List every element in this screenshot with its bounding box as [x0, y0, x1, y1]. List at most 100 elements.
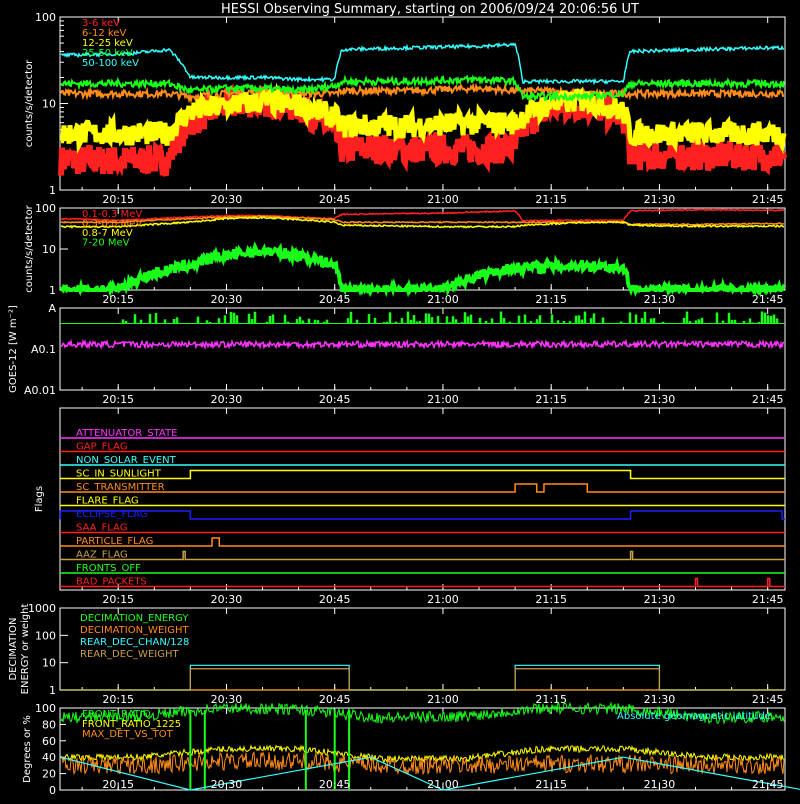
decimation-panel-xtick-label: 21:00	[427, 693, 459, 706]
hi-rates-panel-xtick-label: 20:45	[319, 293, 351, 306]
ratios-ytick-label: 60	[42, 735, 56, 748]
hi-rates-series-line	[59, 241, 786, 298]
ratios-ytick-label: 20	[42, 768, 56, 781]
flags-panel-xtick-label: 21:00	[427, 593, 459, 606]
ratios-xtick-label: 20:15	[102, 778, 134, 791]
flag-label: NON_SOLAR_EVENT	[76, 455, 177, 466]
flag-label: ATTENUATOR_STATE	[76, 428, 177, 439]
decimation-panel-xtick-label: 20:45	[319, 693, 351, 706]
flag-label: AAZ_FLAG	[76, 550, 128, 561]
flag-label: FRONTS_OFF	[76, 563, 141, 574]
decimation-ytick-label: 100	[35, 629, 56, 642]
flags-panel-xtick-label: 20:15	[102, 593, 134, 606]
goes-panel-xtick-label: 20:45	[319, 393, 351, 406]
decimation-panel-xtick-label: 21:15	[535, 693, 567, 706]
hi-rates-panel-xtick-label: 20:15	[102, 293, 134, 306]
geomag-latitude-label: Absolute geomagnetic latitude	[617, 711, 771, 722]
goes-panel-frame	[59, 307, 786, 391]
rates-legend-entry: 12-25 keV	[82, 38, 133, 49]
flag-label: PARTICLE_FLAG	[76, 536, 153, 547]
rates-series-line	[60, 82, 785, 104]
flag-line	[59, 510, 785, 520]
rates-panel-xtick-label: 20:45	[319, 193, 351, 206]
ratios-series-line	[60, 700, 785, 725]
rates-panel-xtick-label: 21:30	[644, 193, 676, 206]
rates-panel-xtick-label: 20:30	[211, 193, 243, 206]
ratios-legend-entry: FRONT_RATIO_1225	[82, 719, 181, 730]
hi-rates-legend-entry: 0.3-0.8 MeV	[82, 219, 142, 230]
decimation-ylabel: DECIMATION	[8, 617, 19, 680]
flag-label: ECLIPSE_FLAG	[76, 509, 147, 520]
rates-ytick-label: 100	[35, 11, 56, 24]
decimation-legend-entry: REAR_DEC_WEIGHT	[80, 649, 179, 660]
flag-line	[60, 550, 785, 561]
flags-ylabel: Flags	[34, 486, 45, 512]
flags-panel-xtick-label: 20:45	[319, 593, 351, 606]
decimation-legend-entry: DECIMATION_WEIGHT	[80, 625, 189, 636]
goes-panel-xtick-label: 21:30	[644, 393, 676, 406]
rates-ytick-label: 1	[49, 184, 56, 197]
rates-legend-entry: 3-6 keV	[82, 18, 120, 29]
rates-series-line	[60, 74, 785, 103]
rates-panel-xtick-label: 21:45	[752, 193, 784, 206]
flags-panel-xtick-label: 21:45	[752, 593, 784, 606]
hi-rates-legend-entry: 0.1-0.3 MeV	[82, 209, 142, 220]
goes-panel-xtick-label: 21:45	[752, 393, 784, 406]
hi-rates-series-line	[60, 208, 785, 222]
ratios-ytick-label: 40	[42, 751, 56, 764]
ratios-xtick-label: 21:15	[535, 778, 567, 791]
ratios-ytick-label: 80	[42, 718, 56, 731]
flags-panel-xtick-label: 20:30	[211, 593, 243, 606]
ratios-xtick-label: 21:45	[752, 778, 784, 791]
ratios-ytick-label: 0	[49, 784, 56, 797]
hi-rates-panel-xtick-label: 21:30	[644, 293, 676, 306]
rates-legend-entry: 6-12 keV	[82, 28, 126, 39]
goes-low-channel-line	[60, 338, 785, 351]
rates-legend-entry: 50-100 keV	[82, 58, 139, 69]
decimation-legend-entry: DECIMATION_ENERGY	[80, 613, 189, 624]
rates-panel-xtick-label: 21:15	[535, 193, 567, 206]
flag-line	[60, 469, 785, 480]
rates-panel-xtick-label: 20:15	[102, 193, 134, 206]
decimation-panel-xtick-label: 21:30	[644, 693, 676, 706]
flag-line	[60, 537, 785, 547]
goes-panel-xtick-label: 20:30	[211, 393, 243, 406]
ratios-panel-frame	[59, 707, 786, 791]
figure-title: HESSI Observing Summary, starting on 200…	[221, 2, 639, 17]
goes-panel-xtick-label: 21:00	[427, 393, 459, 406]
ratios-legend-entry: MAX_DET_VS_TOT	[82, 729, 174, 740]
decimation-ytick-label: 1000	[28, 602, 56, 615]
rates-series-line	[58, 83, 787, 178]
ratios-series-line	[60, 751, 785, 776]
rates-ylabel: counts/s/detector	[24, 59, 35, 147]
flag-line	[60, 483, 785, 493]
decimation-series-line	[60, 668, 783, 691]
flags-panel-xtick-label: 21:15	[535, 593, 567, 606]
ratios-legend-entry: FRONT_RATIO	[82, 709, 151, 720]
hi-rates-legend-entry: 7-20 MeV	[82, 238, 130, 249]
geomag-latitude-line	[60, 756, 800, 791]
flag-label: SAA_FLAG	[76, 523, 127, 534]
hi-rates-legend-entry: 0.8-7 MeV	[82, 228, 133, 239]
goes-panel-xtick-label: 20:15	[102, 393, 134, 406]
decimation-panel-xtick-label: 20:15	[102, 693, 134, 706]
hi-rates-series-line	[60, 215, 785, 226]
goes-ylabel: GOES-12 [W m⁻²]	[8, 305, 19, 393]
flag-line	[60, 577, 785, 588]
flag-label: BAD_PACKETS	[76, 577, 147, 588]
decimation-ytick-label: 10	[42, 657, 56, 670]
goes-ytick-label: A	[48, 302, 56, 315]
ratios-xtick-label: 20:30	[211, 778, 243, 791]
hi-rates-panel-xtick-label: 21:00	[427, 293, 459, 306]
hi-rates-ylabel: counts/s/detector	[24, 204, 35, 292]
ratios-ytick-label: 100	[35, 702, 56, 715]
hi-rates-ytick-label: 10	[42, 243, 56, 256]
hi-rates-ytick-label: 1	[49, 284, 56, 297]
goes-ytick-label: A0.1	[31, 343, 56, 356]
rates-ytick-label: 10	[42, 98, 56, 111]
goes-ytick-label: A0.01	[24, 384, 56, 397]
flag-label: GAP_FLAG	[76, 442, 128, 453]
flags-panel-frame	[59, 407, 786, 591]
